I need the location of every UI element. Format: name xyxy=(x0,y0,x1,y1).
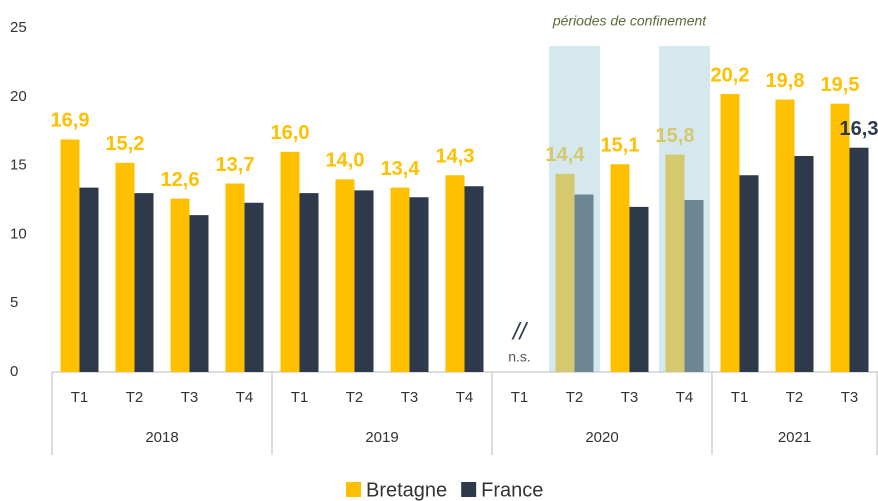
x-tick-label: T1 xyxy=(291,389,309,406)
bar xyxy=(134,193,154,372)
x-tick-label: T3 xyxy=(841,389,859,406)
value-label: 16,3 xyxy=(840,118,878,140)
bar xyxy=(849,147,869,372)
x-tick-label: T3 xyxy=(621,389,639,406)
bar xyxy=(720,94,740,372)
bar xyxy=(225,183,245,372)
y-tick-label: 20 xyxy=(10,88,27,105)
x-tick-label: T2 xyxy=(566,389,584,406)
value-label: 20,2 xyxy=(711,64,750,86)
bar xyxy=(830,103,850,373)
value-label: 12,6 xyxy=(161,169,200,191)
y-tick-label: 25 xyxy=(10,19,27,36)
legend-label: France xyxy=(481,479,543,501)
legend-label: Bretagne xyxy=(366,479,447,501)
bar xyxy=(390,187,410,372)
x-tick-label: T4 xyxy=(676,389,694,406)
value-label: 15,1 xyxy=(601,135,640,157)
bar xyxy=(170,198,190,372)
value-label: 16,9 xyxy=(51,110,90,132)
ns-mark: // xyxy=(511,318,529,345)
group-label: 2018 xyxy=(145,429,178,446)
x-tick-label: T3 xyxy=(181,389,199,406)
bar xyxy=(610,164,630,372)
x-tick-label: T4 xyxy=(236,389,254,406)
y-tick-label: 0 xyxy=(10,363,18,380)
bar xyxy=(335,179,355,372)
legend-swatch xyxy=(346,482,361,497)
x-tick-label: T2 xyxy=(786,389,804,406)
bar xyxy=(739,175,759,372)
y-tick-label: 10 xyxy=(10,225,27,242)
x-tick-label: T4 xyxy=(456,389,474,406)
group-label: 2021 xyxy=(778,429,811,446)
shaded-period xyxy=(549,46,600,372)
bar xyxy=(115,162,135,372)
value-label: 16,0 xyxy=(271,122,310,144)
value-label: 13,7 xyxy=(216,154,255,176)
value-label: 19,8 xyxy=(766,70,805,92)
value-label: 19,5 xyxy=(821,74,860,96)
bar xyxy=(775,99,795,372)
value-label: 15,2 xyxy=(106,133,145,155)
bar xyxy=(299,193,319,372)
bar xyxy=(464,186,484,372)
bar xyxy=(354,190,374,372)
shaded-period xyxy=(659,46,710,372)
value-label: 13,4 xyxy=(381,158,421,180)
bar xyxy=(409,197,429,372)
x-tick-label: T3 xyxy=(401,389,419,406)
x-tick-label: T1 xyxy=(731,389,749,406)
bar xyxy=(629,206,649,372)
bar xyxy=(445,175,465,372)
x-tick-label: T1 xyxy=(71,389,89,406)
y-tick-label: 5 xyxy=(10,294,18,311)
value-label: 14,3 xyxy=(436,146,475,168)
bar xyxy=(189,215,209,372)
bar xyxy=(794,155,814,372)
legend-swatch xyxy=(461,482,477,497)
x-tick-label: T1 xyxy=(511,389,529,406)
legend: Bretagne France xyxy=(346,479,543,501)
y-tick-label: 15 xyxy=(10,157,27,174)
x-tick-label: T2 xyxy=(346,389,364,406)
bar xyxy=(79,187,99,372)
bar xyxy=(60,139,80,372)
ns-label: n.s. xyxy=(508,349,531,365)
bar xyxy=(280,151,300,372)
group-label: 2019 xyxy=(365,429,398,446)
group-label: 2020 xyxy=(585,429,618,446)
value-label: 14,0 xyxy=(326,150,365,172)
bar xyxy=(244,202,264,372)
shading-label: périodes de confinement xyxy=(552,13,707,29)
x-tick-label: T2 xyxy=(126,389,144,406)
